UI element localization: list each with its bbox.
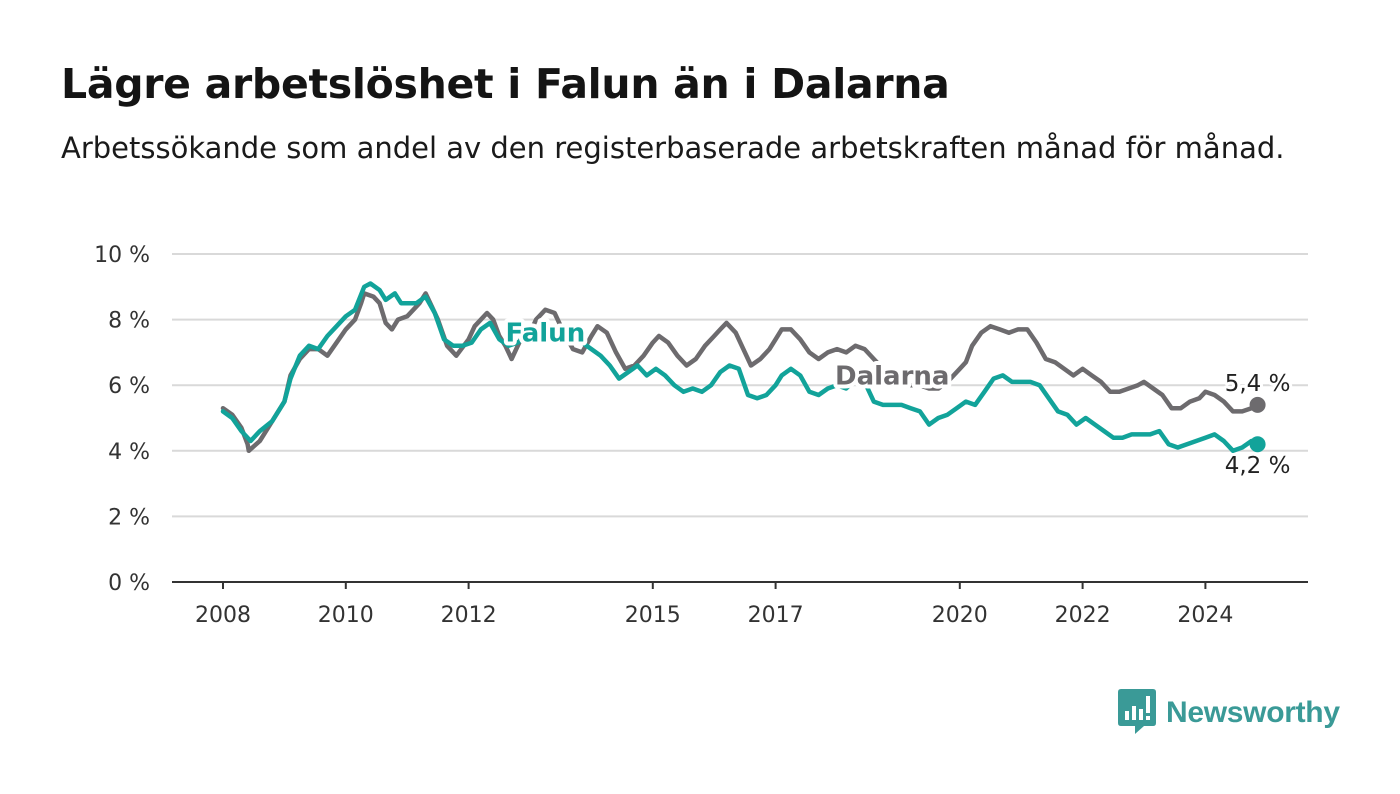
- dalarna-end-label: 5,4 %: [1225, 371, 1291, 397]
- y-tick-label: 8 %: [108, 309, 150, 334]
- y-tick-label: 10 %: [94, 243, 150, 268]
- falun-series-label: Falun: [505, 319, 585, 349]
- y-tick-label: 4 %: [108, 440, 150, 465]
- falun-end-label: 4,2 %: [1225, 453, 1291, 479]
- gridlines: [172, 253, 1308, 518]
- dalarna-end-point: [1249, 396, 1266, 413]
- y-tick-label: 6 %: [108, 374, 150, 399]
- newsworthy-logo-icon: [1118, 689, 1156, 734]
- y-tick-label: 2 %: [108, 505, 150, 530]
- falun-end-point: [1249, 436, 1266, 453]
- x-tick-label: 2020: [932, 603, 988, 628]
- y-axis: 0 % 2 % 4 % 6 % 8 % 10 %: [94, 243, 150, 596]
- chart-title: Lägre arbetslöshet i Falun än i Dalarna: [61, 60, 950, 108]
- dalarna-series-label: Dalarna: [835, 361, 949, 391]
- x-axis: 2008 2010 2012 2015 2017 2020 2022 2024: [172, 581, 1308, 628]
- series-labels: Dalarna 5,4 % Falun 4,2 %: [501, 315, 1293, 483]
- brand-name: Newsworthy: [1166, 696, 1340, 729]
- series-lines: [220, 281, 1266, 454]
- dalarna-line: [220, 291, 1260, 454]
- x-tick-label: 2015: [625, 603, 681, 628]
- y-tick-label: 0 %: [108, 571, 150, 596]
- x-tick-label: 2022: [1055, 603, 1111, 628]
- x-tick-label: 2010: [318, 603, 374, 628]
- newsworthy-brand: Newsworthy: [1118, 688, 1340, 738]
- x-tick-label: 2017: [748, 603, 804, 628]
- chart-subtitle: Arbetssökande som andel av den registerb…: [61, 131, 1285, 165]
- x-tick-label: 2024: [1177, 603, 1233, 628]
- x-tick-label: 2008: [195, 603, 251, 628]
- falun-line: [220, 281, 1260, 454]
- x-tick-label: 2012: [441, 603, 497, 628]
